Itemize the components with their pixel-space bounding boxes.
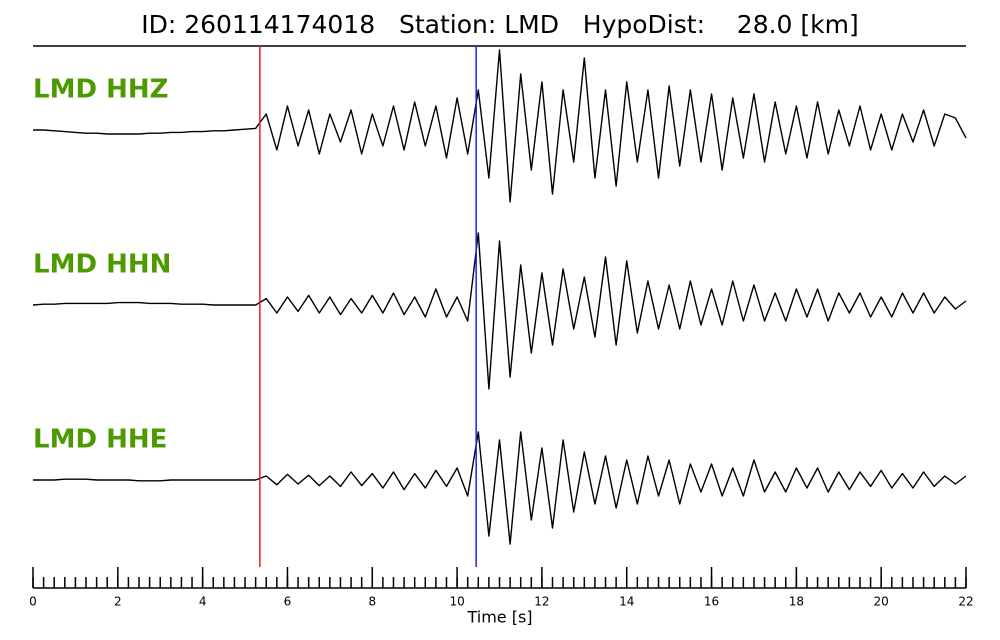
waveform <box>32 232 967 390</box>
waveform <box>33 431 967 545</box>
x-tick-label: 8 <box>368 595 376 609</box>
chart-title: ID: 260114174018 Station: LMD HypoDist: … <box>141 10 858 39</box>
trace-label: LMD HHE <box>33 425 167 455</box>
x-tick-label: 18 <box>789 595 804 609</box>
x-tick-label: 14 <box>619 595 634 609</box>
waveform <box>33 49 967 203</box>
x-tick-label: 4 <box>199 595 207 609</box>
x-tick-label: 6 <box>284 595 292 609</box>
x-tick-label: 2 <box>114 595 122 609</box>
x-tick-label: 22 <box>958 595 973 609</box>
x-tick-label: 20 <box>874 595 889 609</box>
x-tick-label: 12 <box>534 595 549 609</box>
x-axis-label: Time [s] <box>466 608 532 627</box>
trace-label: LMD HHN <box>33 250 171 280</box>
trace-label: LMD HHZ <box>33 75 168 105</box>
x-tick-label: 10 <box>449 595 464 609</box>
x-tick-label: 16 <box>704 595 719 609</box>
x-tick-label: 0 <box>29 595 37 609</box>
